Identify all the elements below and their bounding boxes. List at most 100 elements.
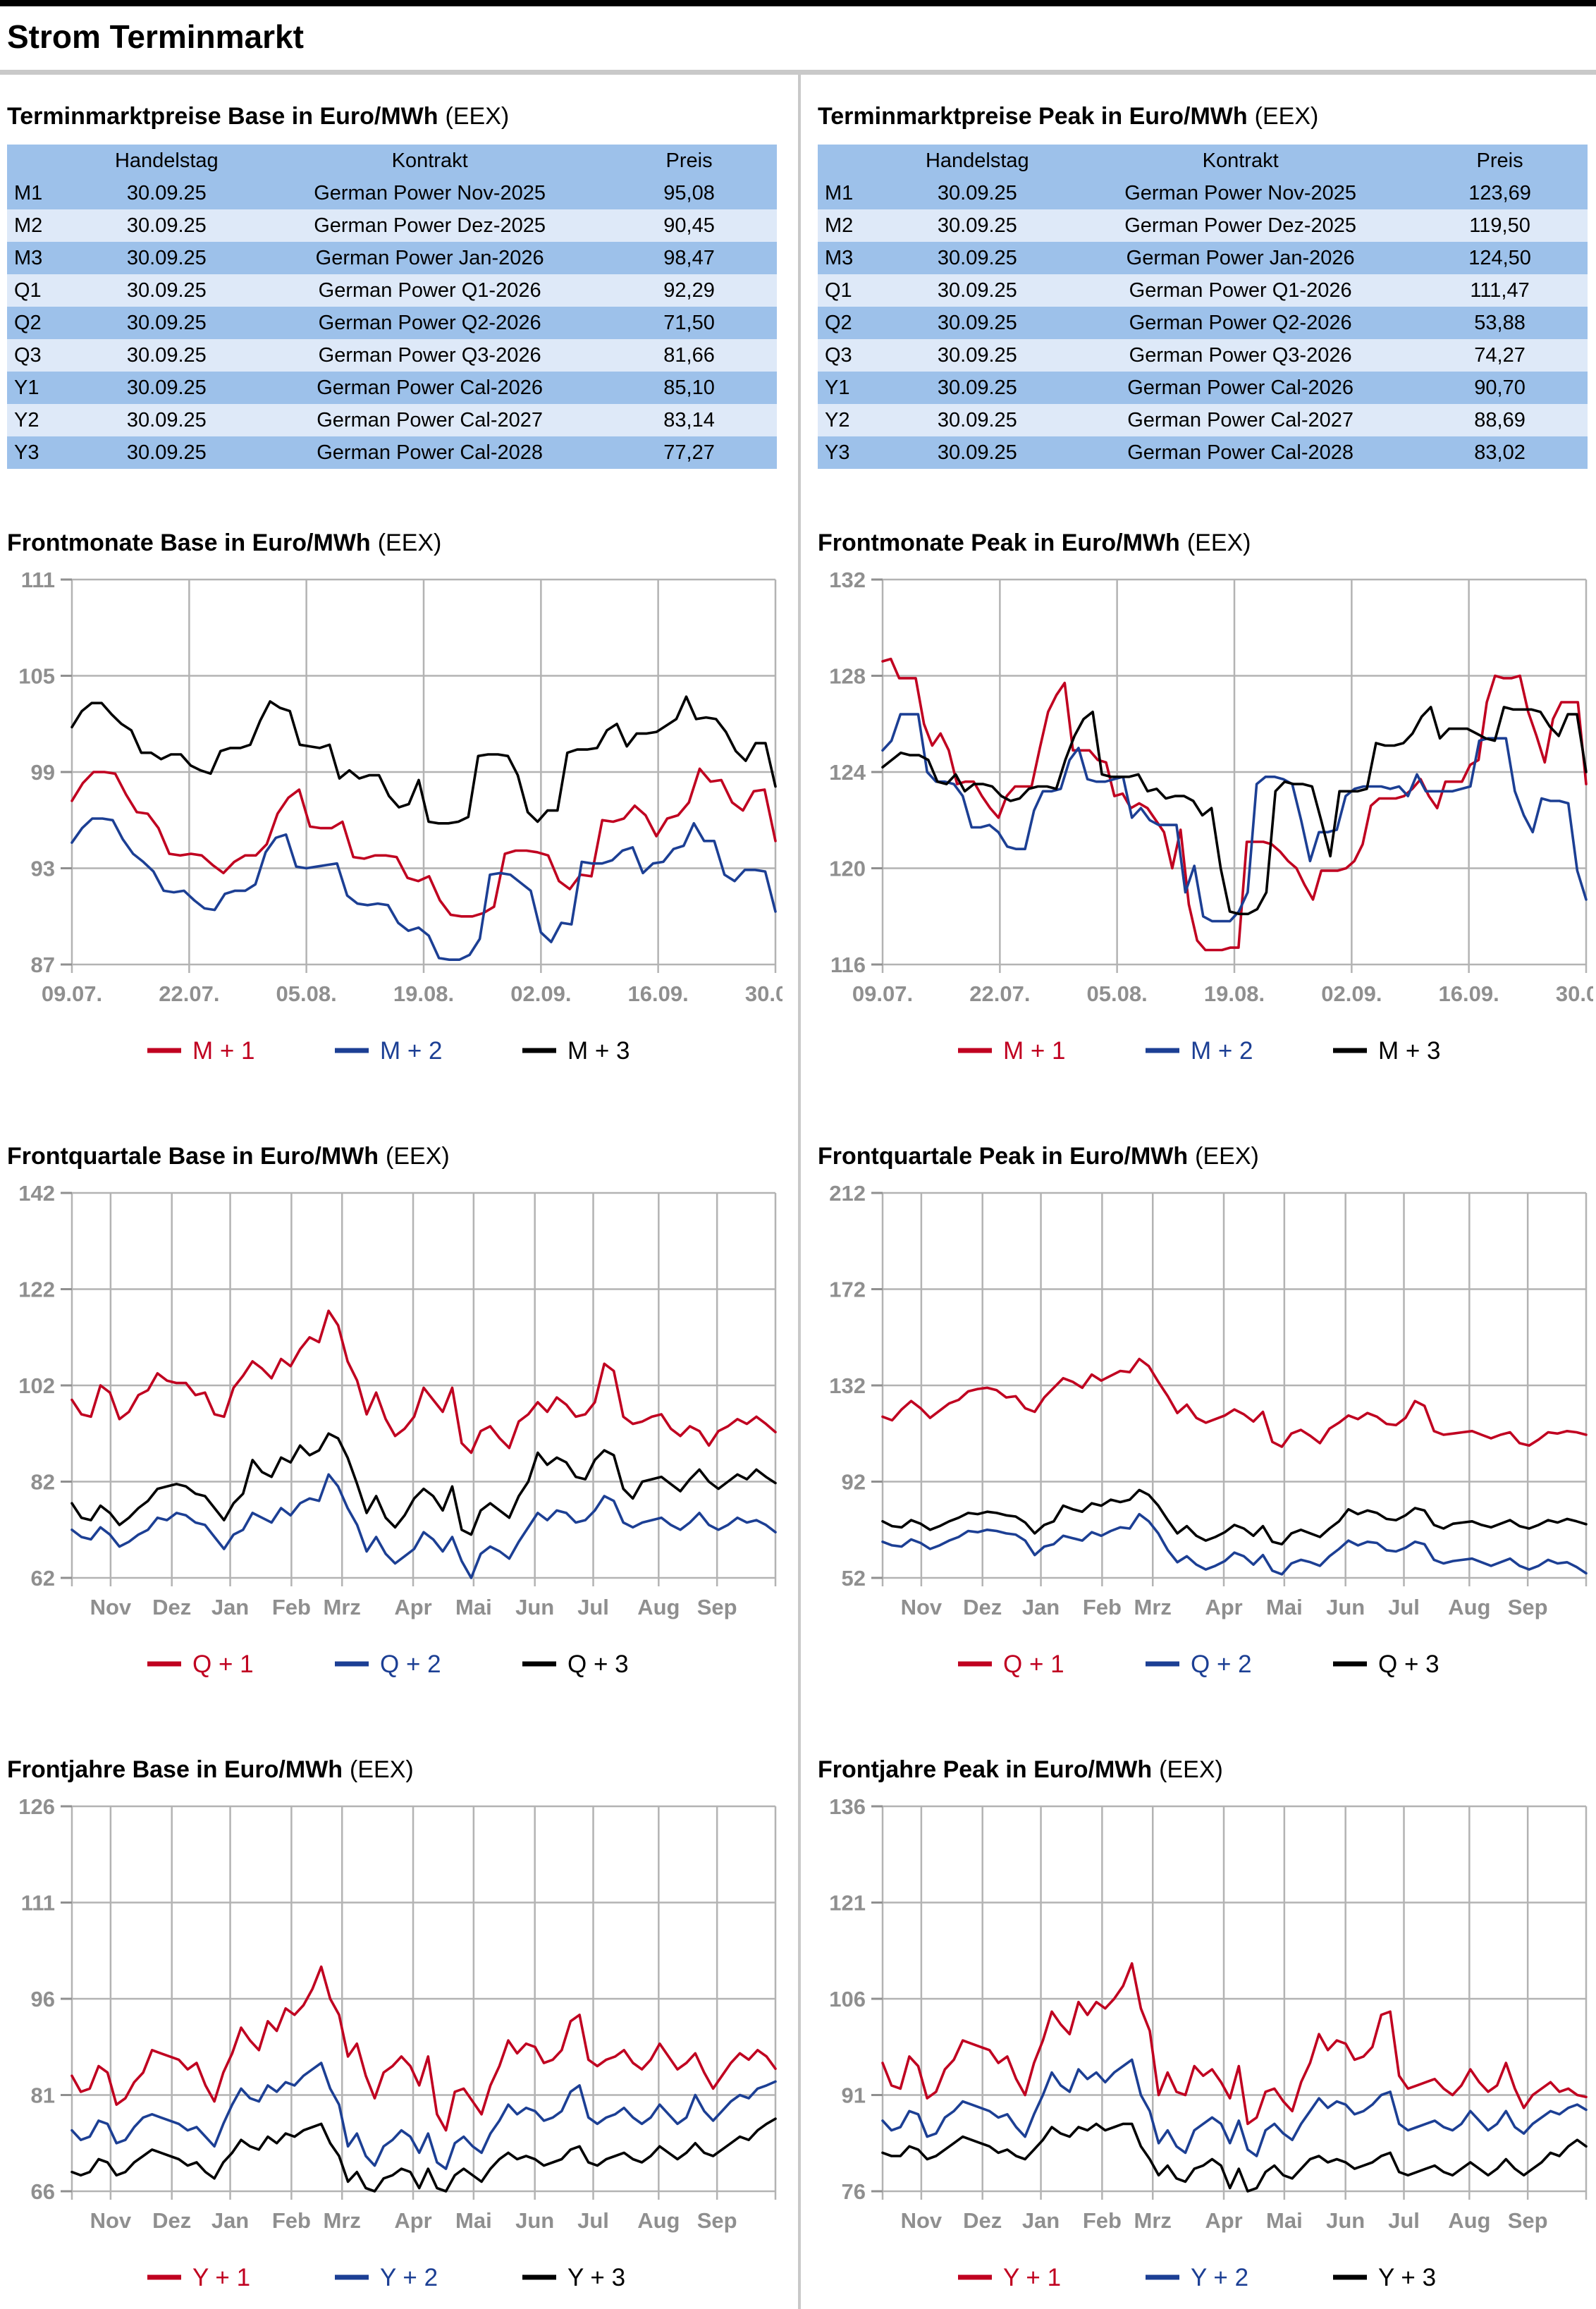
y-tick-label: 52: [842, 1566, 866, 1591]
y-tick-label: 102: [18, 1373, 55, 1398]
table-row: Y1 30.09.25 German Power Cal-2026 90,70: [818, 372, 1588, 404]
x-tick-label: 19.08.: [393, 981, 454, 1006]
cell: German Power Q3-2026: [318, 343, 541, 367]
legend-label: M + 1: [192, 1037, 255, 1065]
table-peak: Handelstag Kontrakt Preis M1 30.09.25 German …: [818, 145, 1588, 469]
chart-frontmonate-base-svg: 87 93 99 105 111 09.07. 22.07. 05.08. 19.08. 02.0…: [18, 568, 806, 1065]
column-peak: Terminmarktpreise Peak in Euro/MWh (EEX) …: [798, 75, 1596, 2309]
chart-frontquartale-base: Frontquartale Base in Euro/MWh (EEX) 62 82…: [7, 1143, 798, 1696]
x-tick-label: Dez: [963, 2208, 1002, 2233]
price-value: 88,69: [1474, 408, 1526, 431]
x-tick-label: Feb: [1083, 2208, 1122, 2233]
row-label: Y2: [825, 408, 850, 431]
legend-label: Q + 2: [380, 1650, 441, 1678]
table-row: M2 30.09.25 German Power Dez-2025 119,50: [818, 209, 1588, 242]
y-tick-label: 92: [842, 1470, 866, 1495]
column-header: Kontrakt: [391, 149, 468, 172]
chart-title-eex: (EEX): [350, 1756, 414, 1783]
series-Y+2: [70, 2062, 777, 2170]
table-base: Handelstag Kontrakt Preis M1 30.09.25 German …: [7, 145, 777, 469]
x-tick-label: Jun: [515, 2208, 554, 2233]
chart-frontquartale-peak: Frontquartale Peak in Euro/MWh (EEX) 52 92…: [818, 1143, 1593, 1696]
table-row: Q2 30.09.25 German Power Q2-2026 53,88: [818, 307, 1588, 339]
y-tick-label: 106: [829, 1987, 866, 2011]
row-label: Y1: [825, 376, 850, 399]
table-peak-title: Terminmarktpreise Peak in Euro/MWh (EEX): [818, 103, 1593, 130]
x-tick-label: 19.08.: [1204, 981, 1265, 1006]
top-black-rule: [0, 0, 1596, 6]
column-base: Terminmarktpreise Base in Euro/MWh (EEX) …: [0, 75, 806, 2309]
y-tick-label: 122: [18, 1278, 55, 1302]
x-tick-label: Dez: [963, 1595, 1002, 1619]
cell: 30.09.25: [937, 311, 1017, 334]
x-tick-label: Mrz: [1134, 1595, 1172, 1619]
x-tick-label: Mai: [1266, 2208, 1303, 2233]
cell: 30.09.25: [937, 441, 1017, 464]
cell: 30.09.25: [126, 311, 207, 334]
price-value: 119,50: [1469, 214, 1530, 237]
series-M+3: [881, 706, 1588, 916]
x-tick-label: Nov: [901, 2208, 943, 2233]
series-M+1: [70, 767, 777, 918]
price-value: 83,02: [1474, 441, 1526, 464]
section-table-peak: Terminmarktpreise Peak in Euro/MWh (EEX) …: [818, 103, 1593, 469]
price-value: 90,45: [663, 214, 715, 237]
legend-label: Y + 1: [192, 2264, 250, 2291]
table-row: M2 30.09.25 German Power Dez-2025 90,45: [7, 209, 777, 242]
x-tick-label: Jan: [211, 1595, 249, 1619]
row-label: M1: [14, 181, 43, 204]
series-M+2: [70, 817, 777, 962]
x-tick-label: Mrz: [324, 2208, 361, 2233]
price-value: 77,27: [663, 441, 715, 464]
chart-title-eex: (EEX): [377, 529, 442, 556]
table-base-title: Terminmarktpreise Base in Euro/MWh (EEX): [7, 103, 798, 130]
x-tick-label: 05.08.: [1087, 981, 1148, 1006]
row-label: M3: [14, 246, 43, 269]
y-tick-label: 99: [31, 760, 55, 785]
cell: 30.09.25: [937, 214, 1017, 237]
legend-label: Y + 2: [380, 2264, 438, 2291]
cell: German Power Cal-2028: [317, 441, 544, 464]
y-tick-label: 91: [842, 2083, 866, 2108]
cell: German Power Q1-2026: [318, 278, 541, 302]
chart-title-text: Frontquartale Base in Euro/MWh: [7, 1143, 379, 1170]
x-tick-label: Feb: [1083, 1595, 1122, 1619]
chart-frontmonate-peak-title: Frontmonate Peak in Euro/MWh (EEX): [818, 529, 1593, 557]
column-header: Handelstag: [114, 149, 219, 172]
cell: German Power Jan-2026: [1126, 246, 1355, 269]
x-tick-label: 22.07.: [969, 981, 1030, 1006]
row-label: Q2: [14, 311, 42, 334]
chart-frontjahre-peak: Frontjahre Peak in Euro/MWh (EEX) 76 91 106…: [818, 1756, 1593, 2309]
cell: German Power Nov-2025: [1124, 181, 1357, 204]
x-tick-label: Aug: [637, 2208, 680, 2233]
row-label: Q1: [14, 278, 42, 302]
table-row: Q1 30.09.25 German Power Q1-2026 92,29: [7, 274, 777, 307]
x-tick-label: Aug: [1448, 2208, 1490, 2233]
two-column-layout: Terminmarktpreise Base in Euro/MWh (EEX) …: [0, 75, 1596, 2309]
table-row: Q3 30.09.25 German Power Q3-2026 74,27: [818, 339, 1588, 372]
cell: German Power Cal-2027: [1127, 408, 1354, 431]
row-label: Y2: [14, 408, 39, 431]
y-tick-label: 120: [829, 857, 866, 881]
x-tick-label: Jan: [211, 2208, 249, 2233]
series-M+1: [881, 657, 1588, 952]
chart-frontquartale-peak-svg: 52 92 132 172 212 Nov Dez Jan Feb Mrz Apr Mai Jun Jul…: [829, 1181, 1588, 1678]
x-tick-label: Feb: [272, 1595, 311, 1619]
series-Y+1: [70, 1965, 777, 2132]
price-value: 83,14: [663, 408, 715, 431]
x-tick-label: Mai: [455, 2208, 492, 2233]
chart-frontmonate-base: Frontmonate Base in Euro/MWh (EEX) 87 93 99…: [7, 529, 806, 1082]
column-header: Kontrakt: [1202, 149, 1279, 172]
y-tick-label: 212: [829, 1181, 866, 1206]
row-label: M3: [825, 246, 854, 269]
table-base-title-eex: (EEX): [445, 103, 510, 130]
chart-frontquartale-base-svg: 62 82 102 122 142 Nov Dez Jan Feb Mrz Apr Mai Jun Jul…: [18, 1181, 777, 1678]
row-label: Y3: [14, 441, 39, 464]
series-Q+2: [70, 1473, 777, 1579]
table-header-row: Handelstag Kontrakt Preis: [818, 145, 1588, 177]
section-table-base: Terminmarktpreise Base in Euro/MWh (EEX) …: [7, 103, 798, 469]
x-tick-label: 30.09.: [1556, 981, 1593, 1006]
y-tick-label: 96: [31, 1987, 55, 2011]
x-tick-label: 16.09.: [1439, 981, 1499, 1006]
y-tick-label: 66: [31, 2179, 55, 2204]
